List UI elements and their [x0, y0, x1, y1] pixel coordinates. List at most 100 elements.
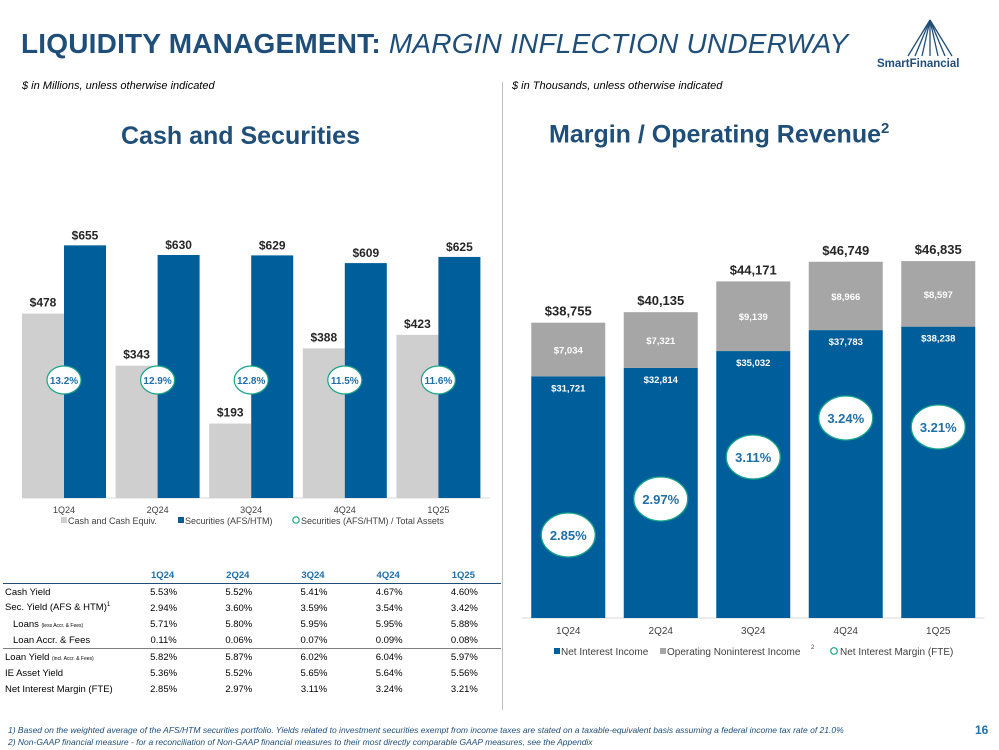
- table-cell: 5.65%: [300, 667, 328, 679]
- bar-net-interest-income: [808, 330, 883, 618]
- table-cell: 5.95%: [300, 618, 328, 630]
- table-cell: 5.87%: [200, 648, 276, 665]
- x-tick-label: 1Q25: [926, 626, 951, 637]
- table-cell: 2.97%: [225, 683, 253, 695]
- margin-marker: [910, 404, 966, 450]
- table-row: Net Interest Margin (FTE) 2.85% 2.97% 3.…: [3, 681, 501, 697]
- data-label-noninterest: $9,139: [739, 312, 768, 323]
- data-label-total: $46,749: [822, 243, 869, 258]
- data-label-noninterest: $8,597: [924, 290, 953, 301]
- x-tick-label: 4Q24: [334, 505, 356, 515]
- data-label-total: $38,755: [545, 304, 592, 319]
- margin-label: 3.11%: [735, 450, 772, 465]
- title-main: LIQUIDITY MANAGEMENT:: [21, 28, 381, 59]
- row-label-cell: Loans (less Accr. & Fees): [3, 616, 125, 632]
- margin-label: 2.97%: [642, 492, 679, 507]
- footnote-2: 2) Non-GAAP financial measure - for a re…: [8, 737, 593, 747]
- legend-swatch-securities: [178, 517, 184, 523]
- bar-noninterest-income: [623, 312, 698, 368]
- left-panel-title: Cash and Securities: [121, 122, 360, 150]
- ratio-label: 11.5%: [331, 376, 359, 387]
- table-col-header: 1Q24: [125, 568, 201, 584]
- margin-marker: [633, 476, 689, 522]
- row-label-note: (less Accr. & Fees): [41, 622, 84, 629]
- row-label-cell: Loan Yield (incl. Accr. & Fees): [3, 648, 125, 665]
- row-label: IE Asset Yield: [5, 667, 64, 679]
- table-corner: [3, 568, 125, 584]
- logo-icon: [907, 19, 953, 57]
- row-label-cell: Sec. Yield (AFS & HTM)1: [3, 600, 125, 616]
- row-label: Cash Yield: [5, 586, 51, 598]
- data-label-noninterest: $8,966: [831, 292, 860, 303]
- operating-revenue-chart: $31,721 $7,034 $38,755 2.85% 1Q24 $32,814 $7,3…: [522, 242, 985, 658]
- legend-swatch-cash: [61, 517, 67, 523]
- table-cell: 3.21%: [450, 683, 478, 695]
- bar-noninterest-income: [716, 281, 791, 352]
- bar-noninterest-income: [808, 261, 883, 331]
- table-cell: 5.97%: [425, 648, 501, 665]
- ratio-label: 11.6%: [424, 376, 452, 387]
- x-tick-label: 3Q24: [240, 505, 262, 515]
- table-cell: 5.41%: [300, 586, 328, 598]
- table-cell: 0.09%: [375, 634, 403, 646]
- data-label-cash: $478: [30, 296, 57, 310]
- data-label-securities: $625: [446, 240, 473, 254]
- table-cell: 2.85%: [150, 683, 178, 695]
- title-sub: MARGIN INFLECTION UNDERWAY: [388, 28, 849, 59]
- bar-net-interest-income: [531, 376, 606, 618]
- ratio-label: 12.9%: [143, 376, 171, 387]
- data-label-nii: $37,783: [829, 337, 863, 348]
- logo-wordmark: SmartFinancial: [877, 58, 960, 70]
- table-col-header: 1Q25: [425, 568, 501, 584]
- table-cell: 3.11%: [300, 683, 328, 695]
- data-label-cash: $343: [123, 348, 150, 362]
- table-cell: 3.59%: [300, 602, 328, 614]
- cash-securities-chart: $478 $655 13.2% 1Q24 $343 $630 12.9% 2Q24 $193 $6…: [22, 228, 490, 526]
- table-row: Sec. Yield (AFS & HTM)1 2.94% 3.60% 3.59…: [3, 600, 501, 616]
- row-label-sup: 1: [106, 602, 111, 609]
- table-cell: 6.04%: [350, 648, 426, 665]
- table-row: Loan Accr. & Fees 0.11% 0.06% 0.07% 0.09…: [3, 632, 501, 649]
- legend-swatch-nii: [554, 648, 560, 654]
- data-label-nii: $31,721: [551, 383, 586, 394]
- bar-noninterest-income: [531, 322, 606, 377]
- right-unit-note: $ in Thousands, unless otherwise indicat…: [512, 80, 723, 92]
- table-cell: 5.82%: [125, 648, 201, 665]
- data-label-noninterest: $7,321: [646, 336, 676, 347]
- x-tick-label: 1Q25: [427, 505, 449, 515]
- table-cell: 2.94%: [150, 602, 178, 614]
- legend-label-margin: Net Interest Margin (FTE): [840, 647, 953, 658]
- margin-marker: [540, 512, 596, 558]
- data-label-securities: $609: [352, 246, 379, 260]
- table-cell: 5.36%: [150, 667, 178, 679]
- data-label-nii: $35,032: [736, 358, 770, 369]
- panel-divider: [502, 82, 503, 710]
- table-cell: 5.56%: [450, 667, 478, 679]
- data-label-nii: $38,238: [921, 334, 955, 345]
- ratio-marker: [46, 365, 82, 395]
- legend-label-nii: Net Interest Income: [561, 647, 649, 658]
- bar-cash: [396, 334, 439, 498]
- table-cell: 3.24%: [375, 683, 403, 695]
- table-cell: 4.60%: [450, 586, 478, 598]
- margin-marker: [818, 395, 874, 441]
- legend-label-noninterest-sup: 2: [811, 645, 815, 651]
- ratio-marker: [327, 365, 363, 395]
- table-cell: 5.80%: [225, 618, 253, 630]
- data-label-total: $44,171: [730, 262, 777, 277]
- table-col-header: 2Q24: [200, 568, 276, 584]
- table-cell: 3.42%: [450, 602, 478, 614]
- data-label-cash: $423: [404, 317, 431, 331]
- right-panel-title-text: Margin / Operating Revenue: [549, 120, 882, 149]
- row-label-note: (incl. Accr. & Fees): [52, 655, 94, 662]
- ratio-marker: [233, 365, 269, 395]
- row-label: Loans: [13, 618, 39, 630]
- table-cell: 0.07%: [300, 634, 328, 646]
- data-label-securities: $655: [72, 228, 99, 242]
- table-cell: 5.52%: [225, 667, 253, 679]
- table-cell: 5.88%: [450, 618, 478, 630]
- legend-label-securities: Securities (AFS/HTM): [185, 516, 273, 526]
- table-header-row: 1Q24 2Q24 3Q24 4Q24 1Q25: [3, 568, 501, 584]
- table-row: Loan Yield (incl. Accr. & Fees) 5.82% 5.…: [3, 648, 501, 665]
- legend-label-ratio: Securities (AFS/HTM) / Total Assets: [301, 516, 444, 526]
